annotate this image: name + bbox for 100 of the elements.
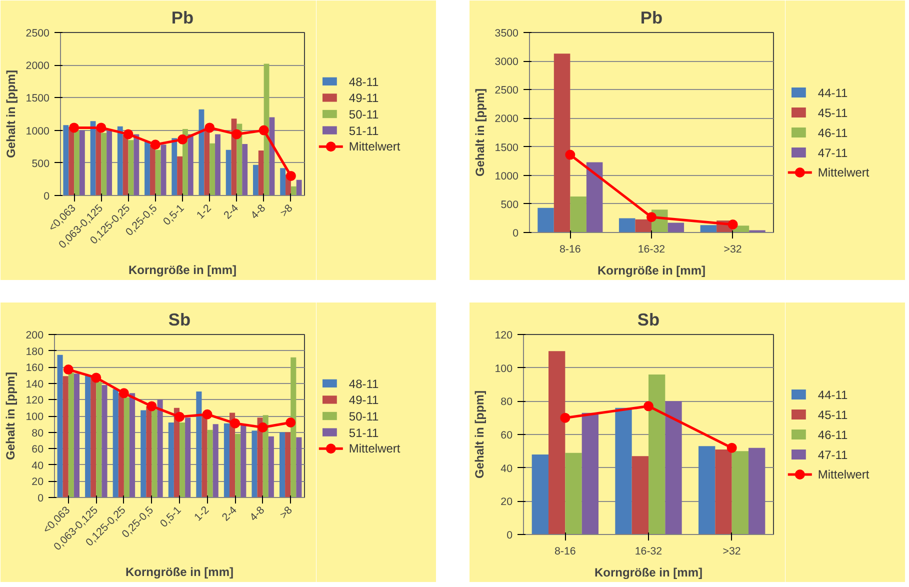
bar [230, 412, 236, 498]
legend-label: 44-11 [818, 388, 848, 402]
y-tick-label: 1000 [494, 170, 519, 182]
legend-label: 45-11 [818, 106, 848, 120]
bar [262, 415, 268, 498]
point [728, 220, 738, 230]
y-tick-label: 60 [32, 444, 44, 456]
y-tick-label: 0 [44, 190, 50, 202]
legend-label: 46-11 [818, 126, 848, 140]
bar [235, 434, 241, 498]
x-tick-label: >32 [724, 244, 742, 256]
y-tick-label: 0 [38, 492, 44, 504]
bar [185, 418, 191, 498]
legend-label: 50-11 [348, 410, 380, 424]
bar [715, 450, 732, 534]
y-tick-label: 1500 [494, 142, 519, 154]
point [286, 418, 296, 428]
bar [180, 422, 186, 498]
bar [700, 225, 717, 232]
y-tick-label: 1000 [26, 125, 50, 138]
bar [155, 150, 161, 196]
point [204, 122, 215, 133]
bar [188, 134, 194, 196]
legend-label: 47-11 [818, 146, 848, 160]
y-axis-title: Gehalt in [ppm] [4, 70, 18, 158]
bar [152, 409, 158, 498]
bar [57, 354, 63, 498]
y-tick-label: 80 [500, 396, 513, 408]
y-tick-label: 60 [500, 430, 513, 442]
bar [63, 125, 69, 196]
y-tick-label: 0 [512, 228, 519, 240]
bar [146, 406, 152, 498]
bar [268, 436, 274, 498]
legend-label: 48-11 [348, 74, 380, 89]
bar [157, 400, 163, 498]
bar [62, 376, 68, 498]
x-axis-title: Korngröße in [mm] [126, 565, 234, 580]
bar [207, 430, 213, 498]
bar [150, 144, 156, 196]
x-tick-label: >32 [722, 546, 741, 558]
y-axis-title: Gehalt in [ppm] [472, 390, 487, 478]
legend-label: 45-11 [818, 408, 848, 422]
y-axis-title: Gehalt in [ppm] [472, 88, 487, 176]
y-tick-label: 500 [500, 198, 519, 211]
point [258, 422, 268, 432]
y-tick-label: 2000 [26, 60, 50, 72]
y-tick-label: 80 [32, 427, 44, 440]
bar [177, 156, 182, 196]
bar [615, 408, 632, 534]
x-tick-label: 4-8 [248, 202, 268, 222]
legend-label: 51-11 [348, 124, 380, 138]
chart-title: Pb [640, 8, 663, 28]
bar [296, 180, 302, 196]
point [286, 170, 296, 181]
legend-label: 47-11 [818, 448, 848, 462]
x-tick-label: 2-4 [222, 202, 242, 222]
point [123, 129, 134, 140]
bar [570, 196, 586, 232]
bar [124, 397, 130, 498]
bar [648, 374, 666, 534]
y-axis-title: Gehalt in [ppm] [4, 372, 18, 460]
bar [224, 423, 230, 498]
bar [74, 374, 80, 498]
legend-label: 46-11 [818, 428, 848, 442]
point [565, 150, 576, 160]
bar [632, 456, 648, 534]
x-tick-label: 8-16 [560, 244, 581, 256]
point [258, 125, 269, 136]
bar [548, 351, 566, 534]
bar [618, 218, 636, 232]
y-tick-label: 3000 [494, 56, 519, 68]
bar [130, 393, 136, 498]
bar [106, 130, 112, 196]
bar [210, 143, 216, 196]
x-tick-label: 1-2 [192, 504, 212, 524]
x-tick-label: 1-2 [194, 202, 214, 222]
y-tick-label: 100 [494, 362, 513, 375]
bar [290, 186, 296, 196]
point [644, 401, 654, 412]
bar [582, 412, 598, 534]
bar [635, 219, 652, 232]
bar [122, 134, 128, 196]
bar [215, 134, 220, 196]
bar [538, 208, 554, 232]
bar [96, 382, 102, 498]
bar [290, 357, 296, 498]
y-tick-label: 120 [494, 330, 513, 342]
bar [101, 132, 107, 196]
bar [117, 126, 123, 196]
bar [532, 454, 548, 534]
bar [212, 424, 218, 498]
y-tick-label: 2500 [494, 84, 519, 97]
y-tick-label: 20 [500, 496, 513, 508]
bar [74, 130, 80, 196]
point [560, 412, 570, 423]
bar [226, 150, 232, 196]
point [174, 412, 184, 422]
point [178, 134, 188, 144]
y-tick-label: 3500 [494, 28, 519, 40]
bar [144, 141, 150, 196]
